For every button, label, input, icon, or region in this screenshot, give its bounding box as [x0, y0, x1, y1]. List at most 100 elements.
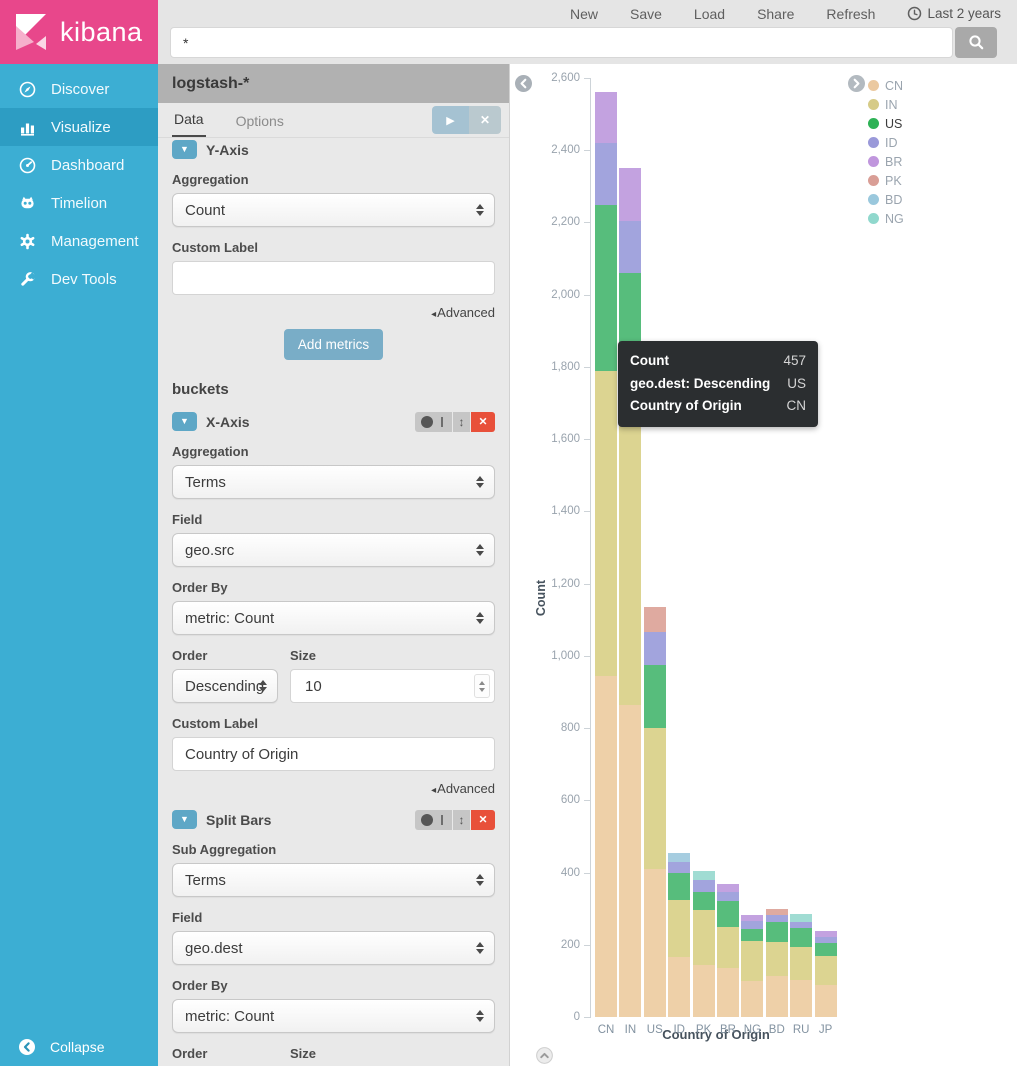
bar-segment-BD-US[interactable]	[765, 922, 788, 942]
legend-item-IN[interactable]: IN	[868, 95, 904, 114]
chevron-down-icon[interactable]: ▼	[172, 140, 197, 159]
menu-item-save[interactable]: Save	[629, 5, 662, 22]
bar-segment-US-US[interactable]	[643, 664, 666, 729]
bar-segment-RU-CN[interactable]	[790, 979, 813, 1017]
bar-segment-BR-US[interactable]	[717, 901, 739, 927]
bar-segment-RU-US[interactable]	[790, 927, 813, 948]
legend-item-US[interactable]: US	[868, 114, 904, 133]
bar-segment-PK-IN[interactable]	[692, 910, 715, 965]
bar-segment-BD-CN[interactable]	[765, 976, 788, 1017]
legend-item-ID[interactable]: ID	[868, 133, 904, 152]
bar-segment-CN-US[interactable]	[595, 205, 617, 371]
legend-item-PK[interactable]: PK	[868, 171, 904, 190]
sidebar-item-timelion[interactable]: Timelion	[0, 184, 158, 222]
bar-segment-BD-ID[interactable]	[765, 914, 788, 923]
y-axis-aggregation-select[interactable]: Count	[172, 193, 495, 227]
bar-segment-RU-IN[interactable]	[790, 947, 813, 980]
move-agg-handle[interactable]: ↕	[453, 810, 470, 830]
bar-segment-BR-IN[interactable]	[717, 926, 739, 969]
bar-segment-BD-IN[interactable]	[765, 941, 788, 977]
bar-segment-NG-BR[interactable]	[741, 914, 764, 922]
bar-segment-US-PK[interactable]	[643, 607, 666, 633]
bar-segment-IN-IN[interactable]	[619, 384, 642, 705]
bar-segment-US-CN[interactable]	[643, 868, 666, 1017]
delete-agg-button[interactable]: ✕	[471, 810, 495, 830]
move-agg-handle[interactable]: ↕	[453, 412, 470, 432]
x-axis-custom-label-input[interactable]	[172, 737, 495, 771]
bar-segment-ID-ID[interactable]	[668, 861, 691, 873]
bar-segment-PK-CN[interactable]	[692, 964, 715, 1017]
sidebar-item-visualize[interactable]: Visualize	[0, 108, 158, 146]
bar-segment-US-IN[interactable]	[643, 728, 666, 869]
menu-item-refresh[interactable]: Refresh	[826, 5, 876, 22]
bar-segment-US-ID[interactable]	[643, 632, 666, 665]
sidebar-item-dev-tools[interactable]: Dev Tools	[0, 260, 158, 298]
legend-item-BR[interactable]: BR	[868, 152, 904, 171]
bar-segment-JP-CN[interactable]	[814, 985, 837, 1017]
bar-segment-ID-CN[interactable]	[668, 957, 691, 1017]
bar-segment-ID-US[interactable]	[668, 872, 691, 900]
delete-agg-button[interactable]: ✕	[471, 412, 495, 432]
legend-item-NG[interactable]: NG	[868, 209, 904, 228]
bar-segment-RU-NG[interactable]	[790, 914, 813, 922]
bar-segment-BR-ID[interactable]	[717, 892, 739, 902]
bar-segment-BR-BR[interactable]	[717, 884, 739, 893]
y-axis-custom-label-input[interactable]	[172, 261, 495, 295]
time-filter[interactable]: Last 2 years	[907, 6, 1001, 21]
bar-segment-PK-ID[interactable]	[692, 879, 715, 893]
bar-segment-JP-IN[interactable]	[814, 956, 837, 986]
kibana-logo[interactable]: kibana	[0, 0, 158, 64]
bar-segment-JP-US[interactable]	[814, 942, 837, 957]
bar-segment-BD-PK[interactable]	[765, 909, 788, 915]
x-axis-field-select[interactable]: geo.src	[172, 533, 495, 567]
x-axis-order-by-select[interactable]: metric: Count	[172, 601, 495, 635]
x-axis-size-input[interactable]	[290, 669, 495, 703]
bar-segment-CN-BR[interactable]	[595, 92, 617, 143]
bar-segment-NG-US[interactable]	[741, 928, 764, 942]
legend-item-BD[interactable]: BD	[868, 190, 904, 209]
bar-segment-JP-BR[interactable]	[814, 931, 837, 937]
menu-item-new[interactable]: New	[569, 5, 598, 22]
bar-segment-RU-ID[interactable]	[790, 922, 813, 928]
bar-segment-PK-NG[interactable]	[692, 870, 715, 880]
tab-data[interactable]: Data	[172, 105, 206, 137]
sidebar-collapse-button[interactable]: Collapse	[0, 1028, 158, 1066]
advanced-toggle[interactable]: ◂Advanced	[172, 305, 495, 320]
sidebar-item-dashboard[interactable]: Dashboard	[0, 146, 158, 184]
number-spinner-icon[interactable]	[474, 674, 490, 698]
discard-changes-button[interactable]: ✕	[469, 106, 501, 134]
bar-segment-NG-IN[interactable]	[741, 941, 764, 981]
disable-agg-toggle[interactable]	[415, 412, 452, 432]
sidebar-item-discover[interactable]: Discover	[0, 70, 158, 108]
collapse-panel-left-icon[interactable]	[515, 75, 532, 92]
split-bars-sub-aggregation-select[interactable]: Terms	[172, 863, 495, 897]
disable-agg-toggle[interactable]	[415, 810, 452, 830]
chevron-down-icon[interactable]: ▼	[172, 412, 197, 431]
menu-item-share[interactable]: Share	[757, 5, 795, 22]
collapse-legend-right-icon[interactable]	[848, 75, 865, 92]
tab-options[interactable]: Options	[235, 113, 284, 129]
menu-item-load[interactable]: Load	[693, 5, 726, 22]
bar-segment-JP-ID[interactable]	[814, 936, 837, 943]
bar-segment-CN-ID[interactable]	[595, 143, 617, 206]
split-bars-order-by-select[interactable]: metric: Count	[172, 999, 495, 1033]
sidebar-item-management[interactable]: Management	[0, 222, 158, 260]
legend-item-CN[interactable]: CN	[868, 76, 904, 95]
bar-segment-IN-CN[interactable]	[619, 704, 642, 1017]
apply-changes-button[interactable]: ▶	[432, 106, 469, 134]
bar-segment-IN-BR[interactable]	[619, 168, 642, 221]
bar-segment-ID-IN[interactable]	[668, 899, 691, 958]
bar-segment-BR-CN[interactable]	[717, 968, 739, 1017]
search-input[interactable]	[170, 27, 953, 58]
split-bars-field-select[interactable]: geo.dest	[172, 931, 495, 965]
bar-segment-IN-ID[interactable]	[619, 220, 642, 273]
bar-segment-CN-CN[interactable]	[595, 675, 617, 1017]
bar-segment-ID-BD[interactable]	[668, 852, 691, 862]
spy-panel-open-up-icon[interactable]	[536, 1047, 553, 1064]
bar-segment-CN-IN[interactable]	[595, 370, 617, 676]
x-axis-aggregation-select[interactable]: Terms	[172, 465, 495, 499]
bar-segment-NG-ID[interactable]	[741, 921, 764, 929]
add-metrics-button[interactable]: Add metrics	[283, 329, 384, 360]
x-axis-order-select[interactable]: Descending	[172, 669, 278, 703]
advanced-toggle[interactable]: ◂Advanced	[172, 781, 495, 796]
